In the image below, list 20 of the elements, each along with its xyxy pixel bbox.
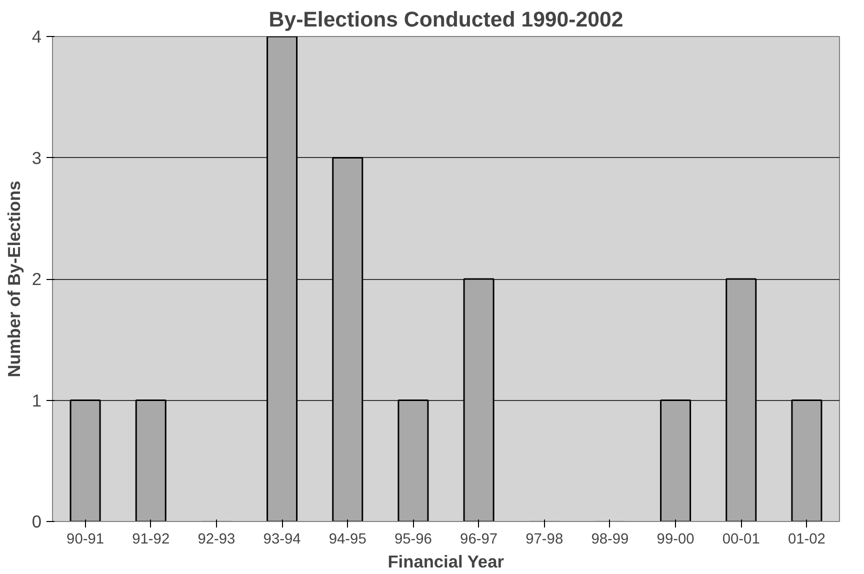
y-tick-label: 0 <box>32 512 42 532</box>
x-tick-label: 92-93 <box>198 532 236 548</box>
x-tick-label: 91-92 <box>132 532 170 548</box>
x-tick-label: 93-94 <box>263 532 301 548</box>
chart-title: By-Elections Conducted 1990-2002 <box>268 8 624 32</box>
y-tick-label: 4 <box>32 26 42 46</box>
x-tick-label: 99-00 <box>656 532 694 548</box>
y-tick-label: 2 <box>32 269 42 289</box>
y-axis-title: Number of By-Elections <box>4 180 24 378</box>
x-tick-label: 01-02 <box>788 532 826 548</box>
x-tick-label: 90-91 <box>66 532 104 548</box>
x-tick-label: 95-96 <box>394 532 432 548</box>
x-axis-title: Financial Year <box>388 552 504 572</box>
x-tick-label: 96-97 <box>460 532 498 548</box>
x-tick-label: 94-95 <box>328 532 366 548</box>
x-tick-label: 98-99 <box>591 532 629 548</box>
y-tick-label: 1 <box>32 390 42 410</box>
x-tick-label: 97-98 <box>526 532 564 548</box>
x-tick-label: 00-01 <box>722 532 760 548</box>
y-tick-label: 3 <box>32 148 42 168</box>
